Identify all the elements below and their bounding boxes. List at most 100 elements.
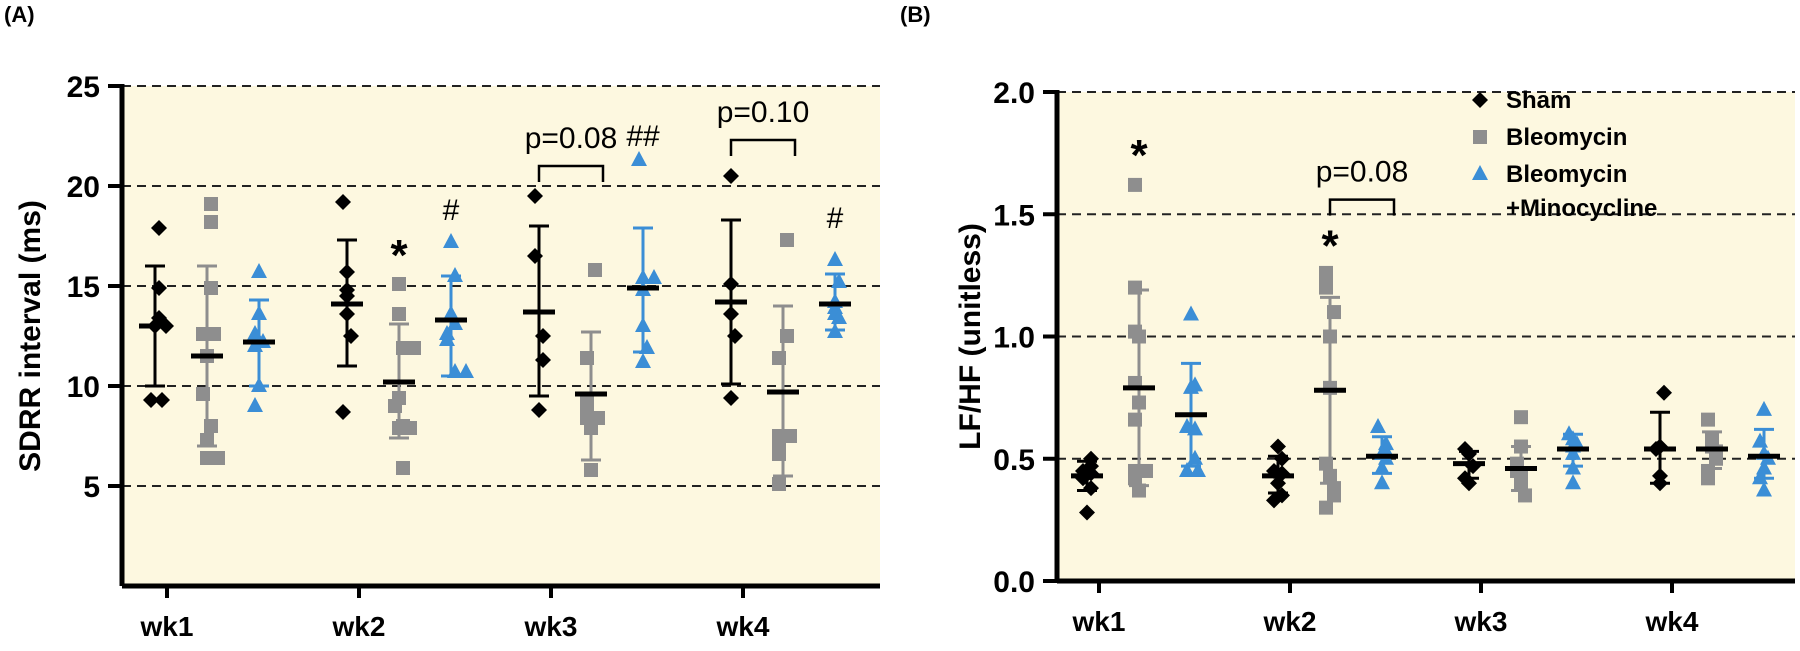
data-point xyxy=(723,276,739,292)
x-tick-label: wk1 xyxy=(140,611,194,642)
data-point xyxy=(631,151,647,166)
data-point xyxy=(151,280,167,296)
comparison-bracket xyxy=(537,164,605,182)
y-tick-label: 15 xyxy=(67,271,100,304)
data-point xyxy=(1709,451,1723,466)
y-tick-label: 10 xyxy=(67,371,100,404)
series-bleomycin xyxy=(191,197,799,491)
data-point xyxy=(827,323,843,338)
data-point xyxy=(723,390,739,406)
legend-label: Bleomycin xyxy=(1506,161,1627,188)
significance-star: * xyxy=(1130,131,1148,180)
p-value-label: p=0.08 xyxy=(525,122,618,155)
data-point xyxy=(392,421,406,435)
data-point xyxy=(251,263,267,278)
data-point xyxy=(635,317,651,332)
data-point xyxy=(1128,177,1142,192)
data-point xyxy=(535,352,551,368)
data-point xyxy=(727,328,743,344)
data-point xyxy=(200,451,214,465)
panel-a: (A) 5 10 15 20 25 SDRR interval (ms) wk1 wk2 wk3 w… xyxy=(4,2,880,642)
data-point xyxy=(1565,459,1581,475)
data-point xyxy=(1652,475,1668,492)
data-point xyxy=(396,461,410,475)
data-point xyxy=(1274,450,1290,467)
data-point xyxy=(204,419,218,433)
data-point xyxy=(1370,417,1386,433)
x-tick-label: wk1 xyxy=(1072,606,1126,637)
data-point xyxy=(1518,488,1532,503)
y-tick-label: 1.5 xyxy=(993,199,1035,232)
data-point xyxy=(207,327,221,341)
series-sham xyxy=(1071,384,1676,521)
data-point xyxy=(831,273,847,288)
data-point xyxy=(143,392,159,408)
data-point xyxy=(251,305,267,320)
legend-marker xyxy=(1473,130,1487,144)
data-point xyxy=(780,329,794,343)
legend-marker xyxy=(1472,92,1488,108)
data-point xyxy=(1079,504,1095,521)
data-point xyxy=(1187,420,1203,436)
data-point xyxy=(458,363,474,378)
data-point xyxy=(588,263,602,277)
series-sham xyxy=(139,168,747,420)
data-point xyxy=(1183,305,1199,321)
data-point xyxy=(204,281,218,295)
data-point xyxy=(1756,400,1772,416)
data-point xyxy=(1752,432,1768,448)
data-point xyxy=(200,433,214,447)
data-point xyxy=(339,288,355,304)
data-point xyxy=(772,429,786,443)
x-tick-label: wk2 xyxy=(1263,606,1317,637)
legend: Sham Bleomycin Bleomycin +Minocycline xyxy=(1472,87,1657,222)
data-point xyxy=(447,363,463,378)
data-point xyxy=(335,194,351,210)
data-point xyxy=(1190,461,1206,477)
x-tick-label: wk3 xyxy=(524,611,578,642)
data-point xyxy=(772,351,786,365)
data-point xyxy=(443,233,459,248)
data-point xyxy=(335,404,351,420)
data-point xyxy=(780,233,794,247)
data-point xyxy=(1083,480,1099,497)
significance-star: * xyxy=(390,231,408,280)
plot-background xyxy=(122,86,880,586)
data-point xyxy=(392,307,406,321)
x-tick-label: wk3 xyxy=(1454,606,1508,637)
x-tick-label: wk4 xyxy=(716,611,770,642)
data-point xyxy=(1565,474,1581,490)
data-point xyxy=(580,399,594,413)
y-axis-label: SDRR interval (ms) xyxy=(14,200,47,472)
data-point xyxy=(1183,378,1199,394)
panel-label: (B) xyxy=(900,2,931,27)
data-point xyxy=(154,392,170,408)
data-point xyxy=(339,306,355,322)
data-point xyxy=(247,397,263,412)
data-point xyxy=(1461,445,1477,462)
data-point xyxy=(1187,449,1203,465)
data-point xyxy=(1319,280,1333,295)
data-point xyxy=(1756,481,1772,497)
data-point xyxy=(1565,444,1581,460)
y-axis-label: LF/HF (unitless) xyxy=(954,223,987,450)
data-point xyxy=(772,477,786,491)
data-point xyxy=(1139,463,1153,478)
data-point xyxy=(1128,412,1142,427)
data-point xyxy=(584,463,598,477)
data-point xyxy=(343,328,359,344)
data-point xyxy=(1323,468,1337,483)
y-tick-label: 25 xyxy=(67,71,100,104)
data-point xyxy=(1656,384,1672,401)
x-tick-label: wk4 xyxy=(1645,606,1699,637)
data-point xyxy=(1132,329,1146,344)
significance-hash: # xyxy=(827,202,844,235)
data-point xyxy=(635,353,651,368)
legend-label: Sham xyxy=(1506,87,1571,114)
data-point xyxy=(1752,469,1768,485)
data-point xyxy=(211,451,225,465)
data-point xyxy=(1319,500,1333,515)
data-point xyxy=(1132,395,1146,410)
significance-hash: # xyxy=(443,194,460,227)
